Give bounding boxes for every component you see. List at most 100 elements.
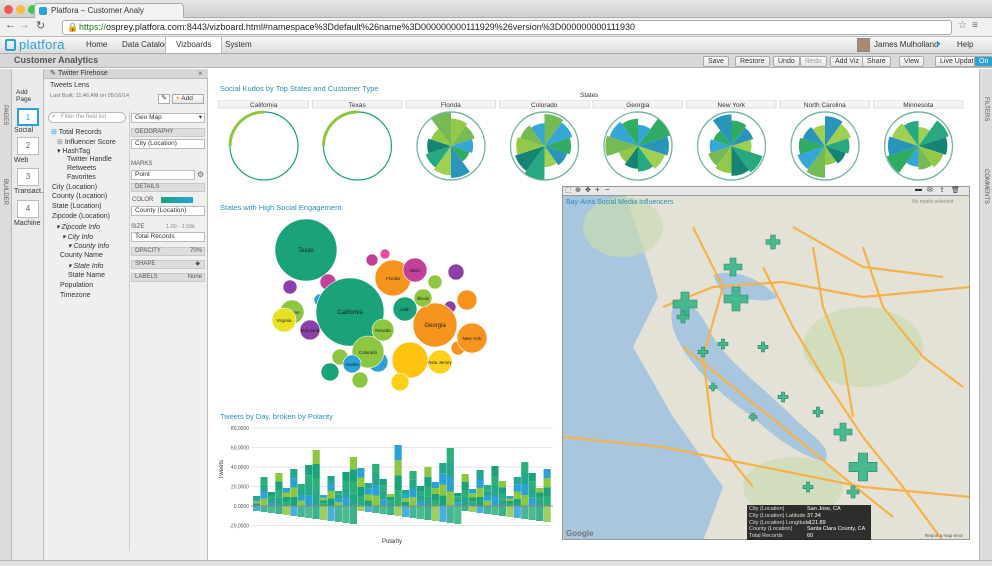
kudos-wedge bbox=[544, 146, 568, 166]
zoom-out-icon[interactable]: − bbox=[605, 185, 610, 194]
page-thumb-1[interactable]: 1 bbox=[17, 108, 39, 126]
field-zipcode-location[interactable]: Zipcode (Location) bbox=[52, 213, 110, 220]
close-window-icon[interactable] bbox=[4, 5, 13, 14]
filters-panel-toggle[interactable]: FILTERS bbox=[983, 97, 989, 122]
nav-tab-system[interactable]: System bbox=[225, 40, 252, 49]
page-thumb-2[interactable]: 2 bbox=[17, 137, 39, 155]
tweet-bar-segment bbox=[320, 500, 328, 504]
field-favorites[interactable]: Favorites bbox=[67, 174, 96, 181]
field-timezone[interactable]: Timezone bbox=[60, 292, 90, 299]
builder-panel-toggle[interactable]: BUILDER bbox=[2, 179, 8, 206]
chart-icon[interactable]: ▬ bbox=[915, 186, 922, 193]
field-population[interactable]: Population bbox=[60, 282, 93, 289]
viz-type-select[interactable]: Geo Map ▾ bbox=[131, 113, 205, 123]
shape-row[interactable]: SHAPE ◆ bbox=[131, 260, 205, 269]
page-thumb-4[interactable]: 4 bbox=[17, 200, 39, 218]
tweet-bar-segment bbox=[387, 497, 395, 500]
field-retweets[interactable]: Retweets bbox=[67, 165, 96, 172]
tweet-bar-segment bbox=[498, 493, 506, 500]
tweet-bar-segment bbox=[446, 477, 454, 492]
avatar[interactable] bbox=[857, 38, 870, 52]
comments-panel-toggle[interactable]: COMMENTS bbox=[983, 169, 989, 204]
field-total-records[interactable]: ⊞ Total Records bbox=[51, 128, 102, 136]
tweet-bar-segment bbox=[312, 450, 320, 464]
back-arrow-icon[interactable]: ← bbox=[5, 19, 16, 31]
color-field[interactable]: County (Location) bbox=[131, 206, 205, 216]
field-city-location[interactable]: City (Location) bbox=[52, 184, 97, 191]
color-ramp[interactable] bbox=[161, 197, 193, 203]
kudos-wedge bbox=[798, 137, 825, 155]
state-label: North Carolina bbox=[804, 102, 846, 109]
labels-row[interactable]: LABELS None bbox=[131, 273, 205, 282]
gear-icon[interactable]: ⚙ bbox=[197, 170, 205, 179]
map-tiles[interactable] bbox=[563, 187, 970, 540]
kudos-wedge bbox=[918, 137, 948, 155]
edit-lens-icon[interactable]: ✎ bbox=[158, 94, 170, 104]
comment-icon[interactable]: ✉ bbox=[927, 187, 933, 194]
star-icon[interactable]: ☆ bbox=[958, 20, 967, 31]
add-viz-button[interactable]: Add Viz bbox=[830, 56, 864, 67]
influencer-mark bbox=[846, 485, 860, 499]
close-icon[interactable]: × bbox=[198, 69, 203, 78]
add-page-button[interactable]: Add Page bbox=[16, 89, 32, 103]
size-field[interactable]: Total Records bbox=[131, 232, 205, 242]
view-button[interactable]: View bbox=[899, 56, 925, 67]
bubble bbox=[456, 322, 488, 354]
state-header-cell bbox=[218, 100, 309, 109]
add-field-button[interactable]: + Add bbox=[172, 94, 204, 104]
tweet-bar-negative bbox=[536, 506, 544, 521]
field-county-location[interactable]: County (Location) bbox=[52, 193, 107, 200]
page-thumb-3[interactable]: 3 bbox=[17, 168, 39, 186]
field-label: State Info bbox=[73, 263, 104, 270]
field-state-location[interactable]: State (Location) bbox=[52, 203, 101, 210]
geo-map[interactable] bbox=[562, 186, 970, 540]
reload-icon[interactable]: ↻ bbox=[36, 20, 46, 32]
field-city-info[interactable]: ▾ City Info bbox=[62, 233, 93, 241]
menu-icon[interactable]: ≡ bbox=[972, 20, 978, 31]
zoom-window-icon[interactable] bbox=[28, 5, 37, 14]
pan-icon[interactable]: ✥ bbox=[585, 187, 591, 194]
map-attribution[interactable]: Report a map error bbox=[925, 533, 964, 538]
field-twitter-handle[interactable]: Twitter Handle bbox=[67, 156, 112, 163]
export-icon[interactable]: ⇪ bbox=[939, 187, 945, 194]
field-state-info[interactable]: ▾ State Info bbox=[68, 262, 103, 270]
forward-arrow-icon[interactable]: → bbox=[19, 19, 30, 31]
field-filter-input[interactable]: ⌕ Filter the field list bbox=[48, 112, 126, 123]
notifications-icon[interactable]: ● bbox=[936, 39, 941, 48]
field-hashtag[interactable]: ▾ HashTag bbox=[57, 147, 90, 155]
undo-button[interactable]: Undo bbox=[773, 56, 800, 67]
kudos-wedge bbox=[731, 146, 750, 176]
redo-button[interactable]: Redo bbox=[800, 56, 827, 67]
select-icon[interactable]: ⬚ bbox=[565, 187, 572, 194]
restore-button[interactable]: Restore bbox=[735, 56, 770, 67]
nav-tab-home[interactable]: Home bbox=[86, 40, 108, 49]
kudos-wedge bbox=[886, 146, 919, 173]
minimize-window-icon[interactable] bbox=[16, 5, 25, 14]
user-name[interactable]: James Mulholland bbox=[874, 40, 939, 49]
bubble bbox=[390, 372, 410, 392]
live-updates-toggle[interactable]: On bbox=[974, 56, 992, 67]
trash-icon[interactable]: 🗑 bbox=[951, 187, 960, 194]
share-button[interactable]: Share bbox=[862, 56, 891, 67]
bubble bbox=[379, 248, 391, 260]
field-zipcode-info[interactable]: ▾ Zipcode Info bbox=[56, 223, 100, 231]
field-state-name[interactable]: State Name bbox=[68, 272, 105, 279]
help-link[interactable]: Help bbox=[957, 40, 974, 49]
field-county-name[interactable]: County Name bbox=[60, 252, 103, 259]
nav-tab-vizboards[interactable]: Vizboards bbox=[165, 37, 223, 53]
pages-panel-toggle[interactable]: PAGES bbox=[2, 105, 8, 126]
nav-tab-data-catalog[interactable]: Data Catalog bbox=[122, 40, 169, 49]
field-county-info[interactable]: ▾ County Info bbox=[68, 242, 109, 250]
field-influencer-score[interactable]: ⊞ Influencer Score bbox=[57, 138, 116, 146]
browser-tab[interactable]: Platfora – Customer Analy bbox=[34, 3, 184, 18]
save-button[interactable]: Save bbox=[703, 56, 729, 67]
pencil-icon[interactable]: ✎ bbox=[50, 70, 56, 77]
geography-field[interactable]: City (Location) bbox=[131, 139, 205, 149]
marks-select[interactable]: Point bbox=[131, 170, 195, 180]
lens-name[interactable]: Tweets Lens bbox=[50, 82, 90, 89]
zoom-in-icon[interactable]: + bbox=[595, 185, 600, 194]
url-field[interactable]: 🔒 https://osprey.platfora.com:8443/vizbo… bbox=[62, 20, 952, 35]
zoom-icon[interactable]: ⊕ bbox=[575, 187, 581, 194]
no-marks-text: No marks selected bbox=[912, 199, 954, 205]
opacity-row[interactable]: OPACITY 70% bbox=[131, 247, 205, 256]
